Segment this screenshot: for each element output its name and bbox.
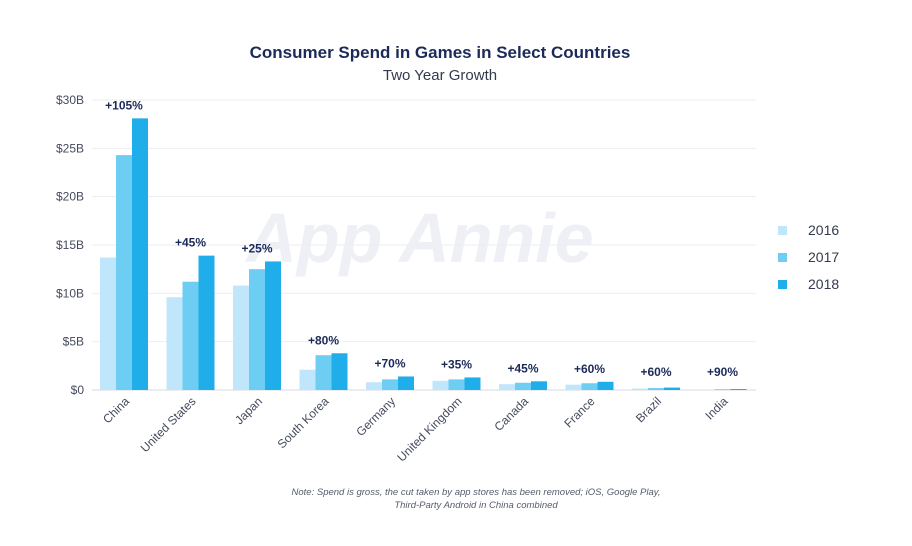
bar bbox=[315, 355, 332, 390]
legend-swatch bbox=[778, 280, 787, 289]
bar bbox=[597, 381, 614, 390]
y-tick-label: $30B bbox=[56, 93, 84, 107]
bar bbox=[664, 387, 680, 390]
bar bbox=[398, 376, 414, 390]
chart-subtitle: Two Year Growth bbox=[383, 67, 497, 84]
bar bbox=[714, 389, 731, 390]
y-tick-label: $10B bbox=[56, 286, 84, 300]
growth-label: +105% bbox=[105, 98, 143, 112]
y-tick-label: $15B bbox=[56, 238, 84, 252]
bar bbox=[448, 379, 465, 390]
growth-label: +45% bbox=[507, 361, 538, 375]
bar bbox=[464, 377, 481, 390]
bars bbox=[100, 118, 747, 391]
growth-label: +80% bbox=[308, 333, 339, 347]
growth-label: +35% bbox=[441, 357, 472, 371]
watermark-text: App Annie bbox=[244, 199, 593, 277]
legend-label: 2018 bbox=[808, 276, 839, 292]
x-tick-label: France bbox=[561, 394, 598, 431]
bar bbox=[132, 118, 148, 390]
bar bbox=[249, 269, 265, 390]
bar bbox=[515, 382, 531, 390]
bar bbox=[233, 285, 249, 390]
y-tick-label: $5B bbox=[63, 335, 84, 349]
chart-title: Consumer Spend in Games in Select Countr… bbox=[250, 43, 631, 62]
legend-label: 2016 bbox=[808, 222, 839, 238]
bar bbox=[499, 384, 515, 390]
bar bbox=[648, 388, 664, 390]
note-line-1: Note: Spend is gross, the cut taken by a… bbox=[292, 487, 661, 498]
growth-label: +25% bbox=[241, 241, 272, 255]
x-tick-label: South Korea bbox=[275, 394, 332, 451]
y-axis: $0 $5B $10B $15B $20B $25B $30B bbox=[56, 93, 84, 397]
growth-label: +60% bbox=[640, 365, 671, 379]
bar bbox=[331, 353, 348, 390]
note-line-2: Third-Party Android in China combined bbox=[394, 500, 558, 511]
y-tick-label: $25B bbox=[56, 141, 84, 155]
legend-swatch bbox=[778, 253, 787, 262]
bar bbox=[166, 297, 183, 390]
y-tick-label: $20B bbox=[56, 190, 84, 204]
bar bbox=[730, 389, 747, 390]
bar bbox=[265, 261, 281, 390]
bar bbox=[698, 389, 715, 391]
growth-label: +60% bbox=[574, 362, 605, 376]
x-tick-label: Brazil bbox=[633, 394, 664, 425]
y-tick-label: $0 bbox=[71, 383, 85, 397]
growth-label: +90% bbox=[707, 365, 738, 379]
x-tick-label: India bbox=[702, 394, 731, 423]
x-tick-label: Japan bbox=[232, 394, 265, 427]
legend: 2016 2017 2018 bbox=[778, 222, 839, 292]
bar bbox=[565, 384, 582, 390]
bar bbox=[432, 380, 449, 390]
growth-label: +45% bbox=[175, 236, 206, 250]
bar bbox=[299, 369, 316, 390]
bar bbox=[366, 382, 382, 390]
x-tick-label: United States bbox=[138, 394, 199, 455]
bar bbox=[116, 155, 132, 390]
growth-label: +70% bbox=[374, 356, 405, 370]
bar bbox=[100, 257, 116, 390]
bar bbox=[382, 379, 398, 390]
growth-labels: +105% +45% +25% +80% +70% +35% +45% +60% +60% +90… bbox=[105, 98, 738, 379]
legend-label: 2017 bbox=[808, 249, 839, 265]
x-tick-label: China bbox=[100, 394, 132, 426]
bar bbox=[531, 381, 547, 390]
x-axis: China United States Japan South Korea German… bbox=[100, 394, 731, 465]
bar bbox=[581, 383, 598, 390]
bar bbox=[198, 255, 215, 390]
legend-swatch bbox=[778, 226, 787, 235]
x-tick-label: Canada bbox=[491, 394, 531, 434]
x-tick-label: United Kingdom bbox=[394, 394, 464, 464]
x-tick-label: Germany bbox=[353, 394, 398, 439]
bar bbox=[182, 281, 199, 390]
bar bbox=[632, 388, 648, 390]
